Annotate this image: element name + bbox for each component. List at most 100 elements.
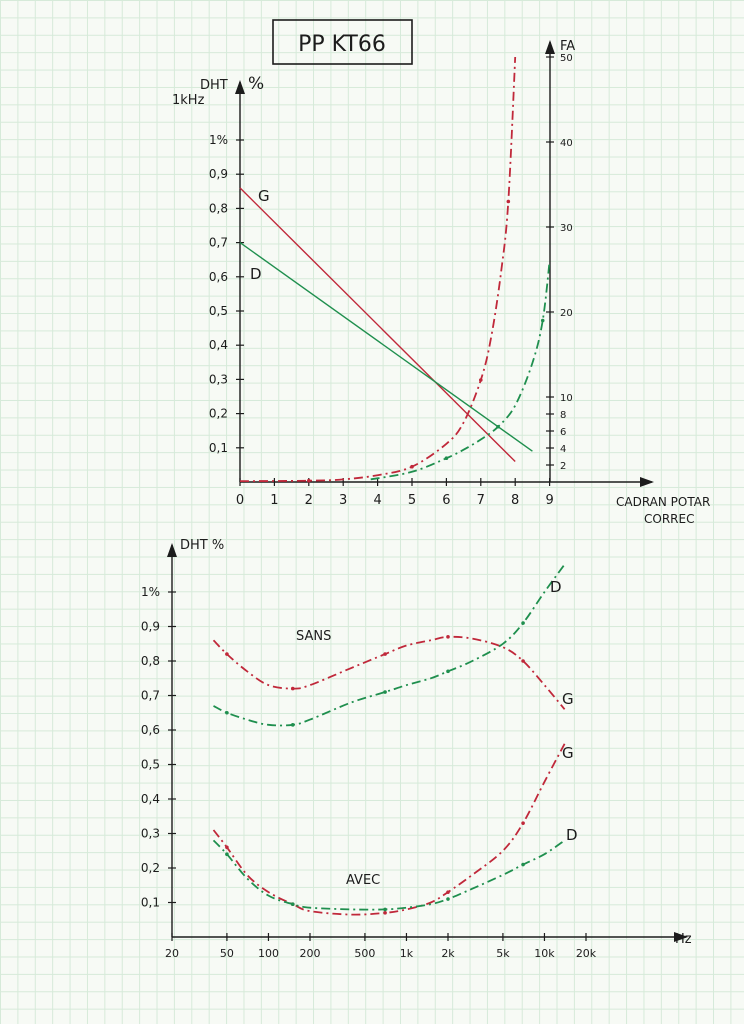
- chart2-x-tick-label: 10k: [534, 947, 555, 960]
- chart1-y-tick-label: 0,8: [209, 201, 228, 215]
- chart1-xlabel-2: CORREC: [644, 512, 694, 526]
- chart1-x-tick-label: 9: [545, 493, 553, 508]
- chart1-label-g: G: [258, 187, 270, 205]
- chart2-series-avec-g: [212, 743, 566, 916]
- chart2-x-tick-label: 100: [258, 947, 279, 960]
- chart1-right-tick-label: 40: [560, 138, 573, 149]
- chart2-point: [225, 710, 229, 715]
- chart2-point: [290, 902, 295, 907]
- chart2-point: [225, 845, 229, 850]
- chart1-y-tick-label: 0,6: [209, 270, 228, 284]
- chart2-point: [446, 890, 450, 894]
- chart2-x-tick-label: 50: [220, 947, 234, 960]
- chart1-right-tick-label: 50: [560, 53, 573, 64]
- annotation-sans: SANS: [296, 629, 331, 644]
- chart2-x-tick-label: 2k: [441, 947, 455, 960]
- chart2-series: [212, 563, 566, 916]
- chart2-y-arrow: [167, 543, 177, 557]
- chart1-point: [444, 456, 449, 461]
- page-title: PP KT66: [298, 32, 386, 57]
- chart1-ylabel-2: 1kHz: [172, 93, 205, 108]
- chart1-x-tick-label: 4: [373, 493, 381, 508]
- chart1-x-tick-label: 1: [270, 493, 278, 508]
- chart1-ylabel-1: DHT: [200, 78, 228, 93]
- chart2-y-tick-label: 0,9: [141, 620, 160, 634]
- title-group: PP KT66: [272, 19, 413, 65]
- chart1-y-tick-label: 0,2: [209, 407, 228, 421]
- chart1-series-red-dashed: [239, 56, 517, 482]
- chart1-y-arrow: [235, 80, 245, 94]
- chart2-ylabel: DHT %: [180, 538, 224, 553]
- chart2-series-avec-d: [212, 839, 566, 911]
- chart2-y-tick-label: 0,1: [141, 896, 160, 910]
- chart1-right-tick-label: 20: [560, 308, 573, 319]
- chart2-x-tick-label: 20k: [576, 947, 597, 960]
- chart1-y-tick-label: 1%: [209, 133, 228, 147]
- chart1-x-tick-label: 5: [408, 493, 416, 508]
- chart1-series-red-solid: [239, 187, 516, 462]
- chart1-point: [307, 478, 311, 483]
- chart2-point: [521, 659, 525, 663]
- chart2-point: [446, 669, 450, 674]
- chart1-label-d: D: [250, 265, 262, 283]
- chart2-point: [225, 852, 229, 856]
- chart1-y-tick-label: 0,5: [209, 304, 228, 318]
- chart1-y-tick-label: 0,3: [209, 372, 228, 386]
- chart2-label-sans-g: G: [562, 690, 574, 708]
- chart1-series: [239, 56, 551, 483]
- chart2-y-tick-label: 1%: [141, 585, 160, 599]
- chart1-x-tick-label: 7: [477, 493, 485, 508]
- chart-potentiometer: DHT 1kHz % FA CADRAN POTAR CORREC 0 1 2 3 4 5…: [172, 39, 710, 526]
- chart1-x-tick-label: 2: [305, 493, 313, 508]
- chart2-point: [290, 686, 295, 691]
- chart2-y-tick-label: 0,5: [141, 758, 160, 772]
- chart2-point: [521, 621, 525, 625]
- chart2-point: [383, 652, 387, 656]
- chart1-right-tick-label: 8: [560, 410, 566, 421]
- chart2-x-arrow: [674, 932, 688, 942]
- chart2-x-tick-label: 500: [354, 947, 375, 960]
- chart1-ylabel-unit: %: [248, 74, 264, 94]
- chart2-point: [383, 911, 387, 915]
- chart2-y-tick-label: 0,8: [141, 654, 160, 668]
- chart1-series-green-dashed: [370, 260, 551, 481]
- chart1-x-tick-label: 0: [236, 493, 244, 508]
- annotation-avec: AVEC: [346, 873, 380, 888]
- chart2-point: [383, 907, 387, 912]
- chart1-x-tick-label: 8: [511, 493, 519, 508]
- chart2-y-tick-label: 0,7: [141, 689, 160, 703]
- chart1-point: [496, 424, 500, 429]
- chart2-point: [446, 897, 450, 901]
- chart2-label-sans-d: D: [550, 578, 562, 596]
- chart2-point: [446, 635, 450, 639]
- chart2-x-tick-label: 1k: [400, 947, 414, 960]
- title-box: [272, 19, 413, 65]
- chart1-point: [410, 464, 414, 469]
- chart2-label-avec-g: G: [562, 744, 574, 762]
- chart1-series-labels: GD: [250, 187, 270, 283]
- chart2-y-tick-label: 0,3: [141, 827, 160, 841]
- chart2-xlabel: Hz: [675, 932, 692, 947]
- chart1-right-tick-label: 4: [560, 444, 566, 455]
- chart1-ticks: 0 1 2 3 4 5 6 7 8 9 0,1 0,2 0,3 0,4 0,5 0,6 0,7 0,8 0,9 1% 2…: [209, 53, 573, 508]
- chart2-point: [521, 862, 525, 867]
- chart2-point: [225, 652, 229, 656]
- chart1-right-tick-label: 2: [560, 461, 566, 472]
- chart2-ticks: 20 50 100 200 500 1k 2k 5k 10k 20k 0,1 0,2 0,3 0,4 0,5…: [141, 585, 597, 960]
- chart-frequency: DHT % Hz SANS AVEC 20 50 100 200 500 1k 2k 5k 10…: [141, 538, 692, 960]
- chart1-point: [479, 378, 483, 382]
- chart1-y-tick-label: 0,4: [209, 338, 228, 352]
- chart1-right-tick-label: 6: [560, 427, 566, 438]
- chart1-x-tick-label: 3: [339, 493, 347, 508]
- chart1-right-label: FA: [560, 39, 575, 54]
- chart1-y-tick-label: 0,1: [209, 441, 228, 455]
- chart1-y-tick-label: 0,9: [209, 167, 228, 181]
- chart1-right-tick-label: 30: [560, 223, 573, 234]
- chart1-series-green-solid: [239, 242, 533, 452]
- chart1-y-tick-label: 0,7: [209, 236, 228, 250]
- chart2-series-sans-g: [212, 635, 566, 710]
- chart1-point: [506, 199, 511, 204]
- chart2-series-sans-d: [213, 563, 566, 727]
- chart1-xlabel-1: CADRAN POTAR: [616, 495, 710, 509]
